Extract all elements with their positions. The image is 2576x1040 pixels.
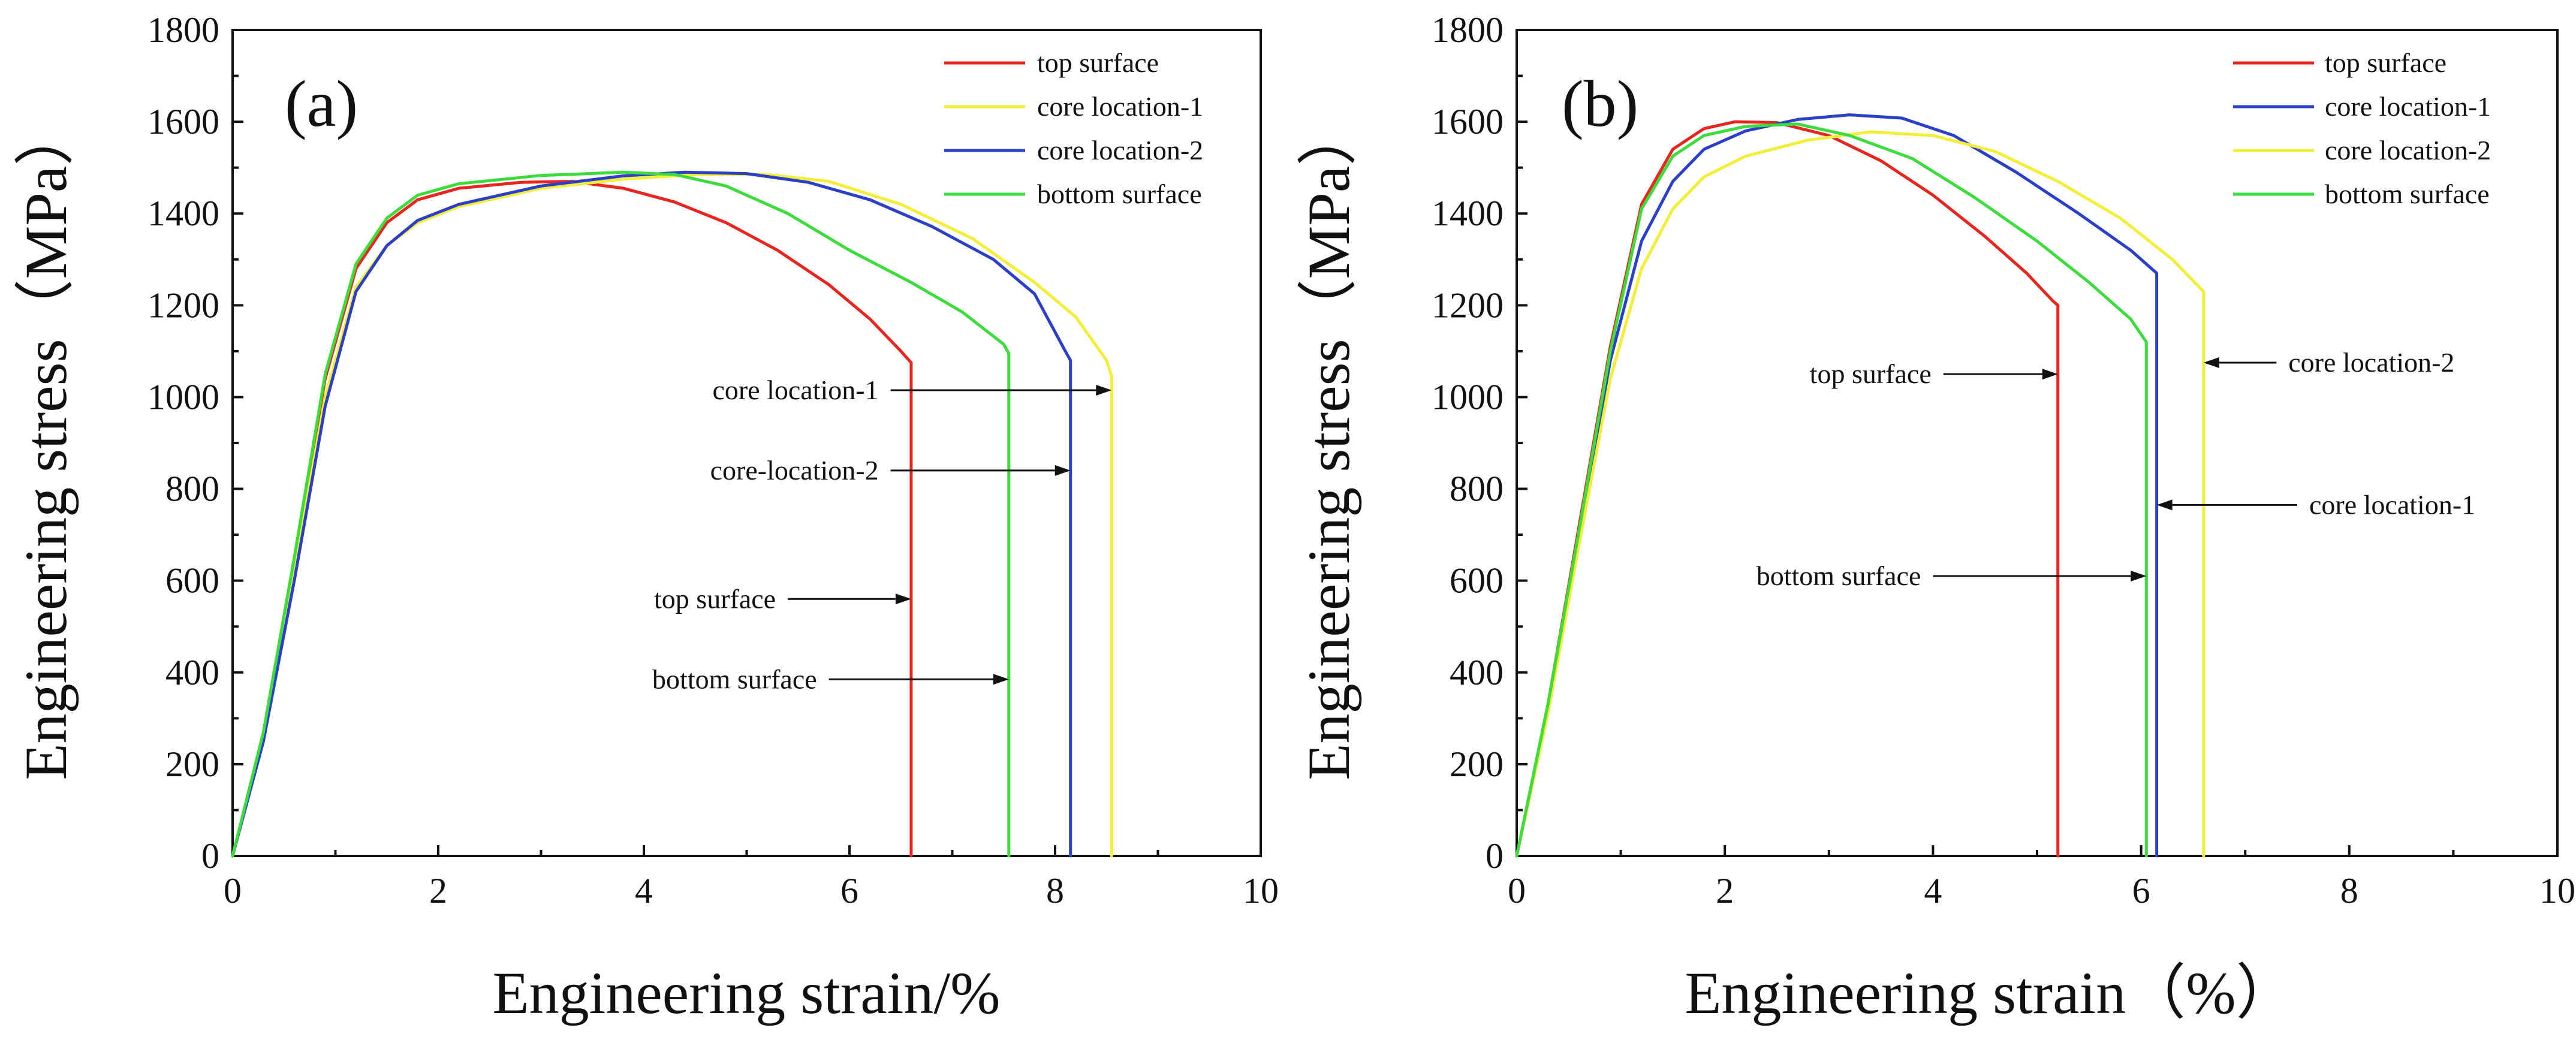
- series-line-core-location-1: [231, 173, 1113, 858]
- annotation-arrow-head: [895, 593, 911, 605]
- x-tick-label: 8: [2340, 871, 2358, 911]
- series-line-core-location-1: [1515, 113, 2159, 858]
- series-line-core-location-2: [1515, 130, 2206, 858]
- x-tick-label: 10: [2539, 871, 2575, 911]
- y-tick-label: 1200: [147, 285, 219, 325]
- y-tick-label: 200: [165, 744, 219, 784]
- y-tick-label: 1200: [1432, 285, 1504, 325]
- annotation-label: core location-1: [712, 375, 878, 405]
- annotation-arrow-head: [1096, 384, 1112, 396]
- x-axis-title: Engineering strain（%）: [1685, 960, 2295, 1026]
- y-axis-title: Engineering stress（MPa）: [13, 106, 79, 780]
- series-line-bottom-surface: [1515, 122, 2148, 858]
- x-tick-label: 8: [1046, 871, 1064, 911]
- y-axis-title: Engineering stress（MPa）: [1295, 106, 1362, 780]
- annotation-arrow-head: [2042, 369, 2058, 380]
- x-tick-label: 0: [224, 871, 242, 911]
- panel-label: (a): [285, 67, 358, 140]
- legend-label: top surface: [1037, 47, 1159, 78]
- annotation-arrow-head: [2203, 357, 2219, 369]
- legend-label: core location-2: [2325, 135, 2491, 165]
- chart-panel-b: 0 2 4 6 8 10 0 200 400 600 800 1000 1200 1400 1600 1800…: [1295, 10, 2575, 1026]
- x-tick-label: 4: [635, 871, 653, 911]
- y-tick-label: 1000: [1432, 377, 1504, 417]
- y-tick-label: 1800: [147, 10, 219, 50]
- annotation-label: top surface: [654, 583, 776, 614]
- y-tick-label: 1000: [147, 377, 219, 417]
- y-tick-label: 200: [1450, 744, 1504, 784]
- legend-label: core location-1: [1037, 91, 1203, 122]
- y-tick-label: 1400: [147, 194, 219, 233]
- series-line-top-surface: [231, 180, 913, 858]
- y-tick-label: 600: [165, 561, 219, 601]
- x-tick-label: 10: [1243, 871, 1279, 911]
- y-tick-label: 1600: [147, 102, 219, 141]
- annotation-label: core location-1: [2309, 489, 2475, 520]
- annotation-arrow-head: [993, 674, 1009, 685]
- panel-label: (b): [1562, 67, 1638, 140]
- legend-label: bottom surface: [2325, 179, 2490, 209]
- annotation-arrow-head: [2156, 499, 2173, 511]
- series-line-core-location-2: [231, 170, 1072, 858]
- y-tick-label: 400: [165, 653, 219, 692]
- annotation-arrow-head: [1054, 465, 1071, 476]
- annotation-label: core-location-2: [710, 455, 879, 486]
- y-tick-label: 1400: [1432, 194, 1504, 233]
- annotation-label: top surface: [1810, 358, 1932, 389]
- y-tick-label: 400: [1450, 653, 1504, 692]
- legend-label: core location-1: [2325, 91, 2491, 122]
- annotation-label: bottom surface: [1756, 560, 1921, 591]
- legend-label: core location-2: [1037, 135, 1203, 165]
- chart-panel-a: 0 2 4 6 8 10 0 200 400 600 800 1000 1200 1400 1600 1800…: [13, 10, 1279, 1026]
- legend-label: bottom surface: [1037, 179, 1202, 209]
- x-axis-title: Engineering strain/%: [493, 960, 1001, 1026]
- series-line-bottom-surface: [231, 170, 1011, 858]
- y-tick-label: 800: [1450, 469, 1504, 509]
- legend-label: top surface: [2325, 47, 2447, 78]
- x-tick-label: 6: [2132, 871, 2150, 911]
- y-tick-label: 1800: [1432, 10, 1504, 50]
- x-tick-label: 2: [1716, 871, 1734, 911]
- y-tick-label: 600: [1450, 561, 1504, 601]
- x-tick-label: 0: [1508, 871, 1526, 911]
- y-tick-label: 1600: [1432, 102, 1504, 141]
- y-tick-label: 800: [165, 469, 219, 509]
- x-tick-label: 2: [429, 871, 447, 911]
- x-tick-label: 6: [840, 871, 858, 911]
- series-line-top-surface: [1515, 120, 2060, 858]
- annotation-arrow-head: [2131, 571, 2147, 582]
- y-tick-label: 0: [201, 836, 219, 876]
- annotation-label: core location-2: [2288, 347, 2454, 378]
- x-tick-label: 4: [1924, 871, 1942, 911]
- y-tick-label: 0: [1486, 836, 1504, 876]
- annotation-label: bottom surface: [652, 664, 817, 694]
